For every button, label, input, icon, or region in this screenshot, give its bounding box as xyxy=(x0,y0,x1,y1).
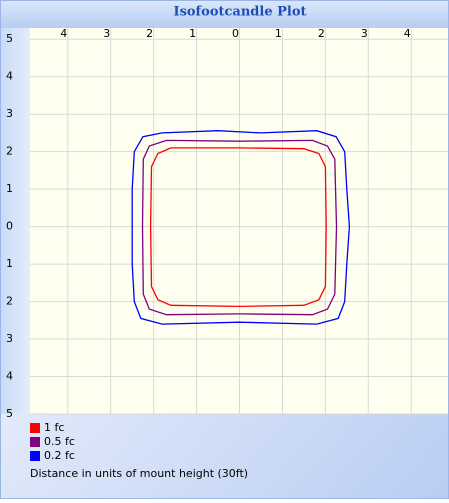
contour-line xyxy=(141,139,338,316)
y-tick-label: 5 xyxy=(6,407,13,420)
x-axis-label: Distance in units of mount height (30ft) xyxy=(30,467,248,480)
y-tick-label: 4 xyxy=(6,370,13,383)
y-tick-label: 4 xyxy=(6,70,13,83)
x-tick-label: 1 xyxy=(189,27,196,40)
legend-label: 0.2 fc xyxy=(44,449,75,462)
x-tick-label: 1 xyxy=(275,27,282,40)
legend-swatch xyxy=(30,437,40,447)
y-tick-label: 3 xyxy=(6,332,13,345)
contour-line xyxy=(149,147,327,308)
y-tick-label: 2 xyxy=(6,295,13,308)
legend-label: 1 fc xyxy=(44,421,64,434)
chart-title: Isofootcandle Plot xyxy=(173,5,306,20)
y-axis-strip xyxy=(0,0,30,414)
legend-swatch xyxy=(30,451,40,461)
x-tick-label: 4 xyxy=(60,27,67,40)
contour-line xyxy=(131,130,351,325)
y-tick-label: 1 xyxy=(6,257,13,270)
x-tick-label: 3 xyxy=(103,27,110,40)
y-tick-label: 2 xyxy=(6,145,13,158)
x-tick-label: 2 xyxy=(318,27,325,40)
legend-label: 0.5 fc xyxy=(44,435,75,448)
x-tick-label: 2 xyxy=(146,27,153,40)
title-bar xyxy=(0,0,449,28)
x-tick-label: 4 xyxy=(404,27,411,40)
legend-swatch xyxy=(30,423,40,433)
y-tick-label: 5 xyxy=(6,32,13,45)
y-tick-label: 1 xyxy=(6,182,13,195)
x-tick-label: 0 xyxy=(232,27,239,40)
x-tick-label: 3 xyxy=(361,27,368,40)
y-tick-label: 0 xyxy=(6,220,13,233)
y-tick-label: 3 xyxy=(6,107,13,120)
